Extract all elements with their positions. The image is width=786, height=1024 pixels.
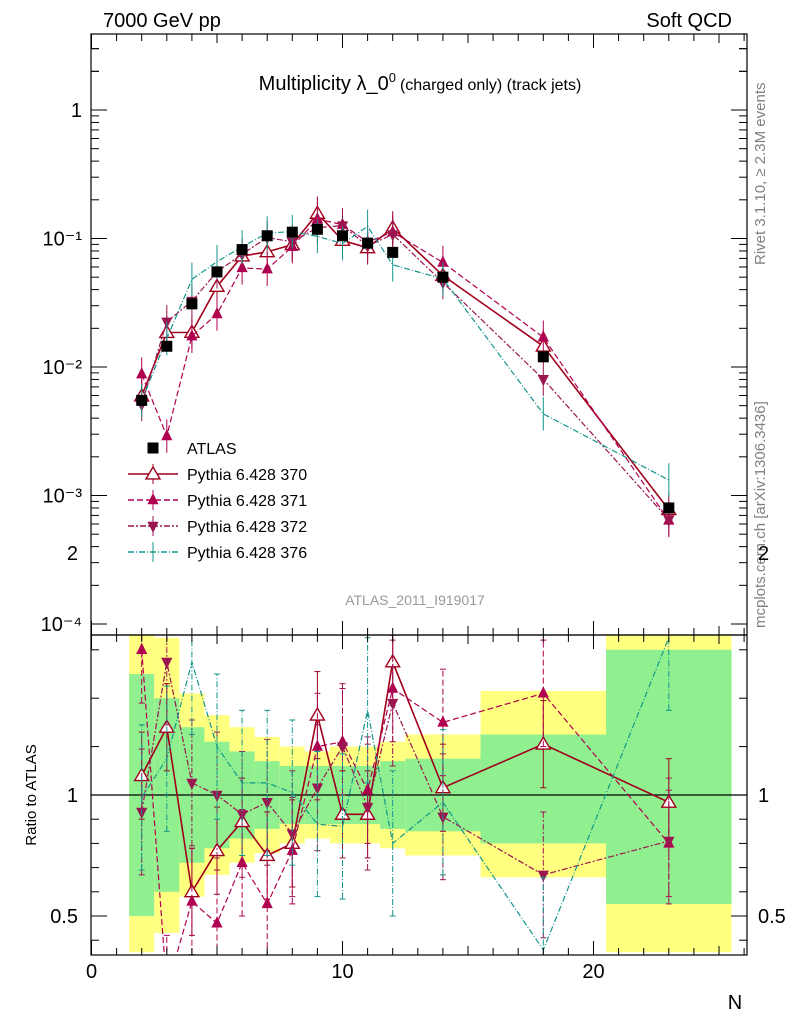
series-point-1 bbox=[537, 330, 549, 342]
chart-title: Multiplicity λ_00 (charged only) (track j… bbox=[259, 70, 582, 95]
legend-label: Pythia 6.428 372 bbox=[187, 519, 307, 536]
data-point bbox=[136, 394, 148, 406]
chart-title-suffix: (charged only) (track jets) bbox=[400, 77, 581, 94]
process-label: Soft QCD bbox=[646, 10, 732, 32]
ratio-point-1 bbox=[211, 916, 223, 928]
data-point bbox=[337, 230, 348, 242]
series-point-1 bbox=[211, 306, 223, 319]
chart-title-superscript: 0 bbox=[389, 70, 396, 85]
ratio-point-2 bbox=[362, 802, 374, 815]
ratio-point-2 bbox=[186, 778, 198, 790]
data-point bbox=[286, 226, 298, 238]
series-point-1 bbox=[437, 255, 449, 267]
ratio-y-tick-label-right: 1 bbox=[758, 785, 769, 807]
main-panel-series bbox=[133, 196, 678, 538]
ratio-point-1 bbox=[161, 982, 172, 993]
ratio-y-tick-label-right: 2 bbox=[758, 543, 769, 565]
axes: 0 10 20 10⁻⁴ 10⁻³ 10⁻² 10⁻¹ 1 0.5 0.5 1 1 2 2 bbox=[41, 34, 786, 983]
ratio-point-2 bbox=[663, 836, 675, 848]
series-point-2 bbox=[537, 374, 549, 387]
legend-marker bbox=[147, 521, 159, 533]
series-line-3 bbox=[141, 225, 670, 481]
data-point bbox=[261, 230, 273, 242]
ratio-y-tick-label-right: 0.5 bbox=[758, 906, 786, 928]
series-point-1 bbox=[136, 367, 148, 379]
data-point bbox=[186, 298, 198, 310]
ratio-y-tick-label: 1 bbox=[67, 785, 78, 807]
ratio-point-2 bbox=[236, 810, 248, 822]
ratio-point-2 bbox=[336, 742, 349, 754]
mcplots-reference-label: mcplots.cern.ch [arXiv:1306.3436] bbox=[752, 401, 769, 628]
analysis-label: ATLAS_2011_I919017 bbox=[345, 592, 485, 608]
series-point-1 bbox=[261, 262, 273, 274]
x-axis-label: N bbox=[728, 992, 742, 1014]
ratio-line-2 bbox=[141, 661, 669, 876]
data-point bbox=[236, 244, 248, 256]
rivet-version-label: Rivet 3.1.10, ≥ 2.3M events bbox=[752, 83, 769, 266]
series-line-1 bbox=[141, 218, 670, 521]
series-point-2 bbox=[663, 515, 675, 527]
legend-marker bbox=[147, 442, 159, 454]
legend-label: Pythia 6.428 370 bbox=[187, 467, 307, 484]
ratio-point-1 bbox=[186, 894, 198, 906]
series-point-2 bbox=[387, 230, 399, 242]
data-point bbox=[311, 223, 323, 235]
ratio-point-2 bbox=[161, 657, 173, 669]
ratio-y-tick-label: 2 bbox=[67, 543, 78, 565]
data-point bbox=[387, 246, 399, 258]
ratio-point-1 bbox=[261, 896, 273, 909]
series-point-1 bbox=[161, 429, 173, 441]
y-tick-label: 1 bbox=[71, 100, 82, 122]
legend-label: Pythia 6.428 376 bbox=[187, 545, 307, 562]
y-tick-label: 10⁻⁴ bbox=[41, 614, 82, 636]
x-tick-label: 10 bbox=[331, 961, 353, 983]
ratio-point-1 bbox=[537, 686, 549, 698]
ratio-point-2 bbox=[261, 798, 273, 810]
ratio-point-1 bbox=[136, 642, 148, 654]
legend: ATLAS Pythia 6.428 370 Pythia 6.428 371 Pyt… bbox=[128, 441, 307, 562]
ratio-axis-label: Ratio to ATLAS bbox=[23, 744, 40, 845]
legend-marker bbox=[144, 465, 162, 480]
y-tick-label: 10⁻¹ bbox=[43, 229, 83, 251]
ratio-point-2 bbox=[537, 870, 549, 882]
series-line-0 bbox=[140, 212, 670, 511]
ratio-point-1 bbox=[387, 681, 399, 693]
legend-label: ATLAS bbox=[187, 441, 237, 458]
x-tick-label: 0 bbox=[86, 961, 97, 983]
data-point bbox=[437, 271, 449, 283]
ratio-line-0 bbox=[140, 658, 670, 895]
data-point bbox=[663, 502, 675, 514]
x-tick-label: 20 bbox=[582, 961, 604, 983]
data-point bbox=[537, 351, 549, 363]
uncertainty-bands bbox=[129, 635, 732, 953]
series-line-2 bbox=[141, 224, 670, 521]
ratio-point-2 bbox=[387, 698, 399, 711]
energy-label: 7000 GeV pp bbox=[103, 10, 221, 32]
data-point bbox=[362, 237, 374, 249]
ratio-panel-series bbox=[133, 635, 678, 993]
legend-label: Pythia 6.428 371 bbox=[187, 493, 307, 510]
ratio-point-1 bbox=[437, 715, 449, 727]
ratio-line-3 bbox=[141, 637, 670, 952]
ratio-y-tick-label: 0.5 bbox=[50, 906, 78, 928]
data-point bbox=[161, 340, 173, 352]
data-point bbox=[211, 266, 223, 278]
legend-marker bbox=[147, 493, 159, 505]
chart-title-main: Multiplicity λ_0 bbox=[259, 73, 389, 95]
series-point-1 bbox=[186, 329, 198, 341]
y-tick-label: 10⁻³ bbox=[43, 486, 83, 508]
y-tick-label: 10⁻² bbox=[43, 357, 83, 379]
